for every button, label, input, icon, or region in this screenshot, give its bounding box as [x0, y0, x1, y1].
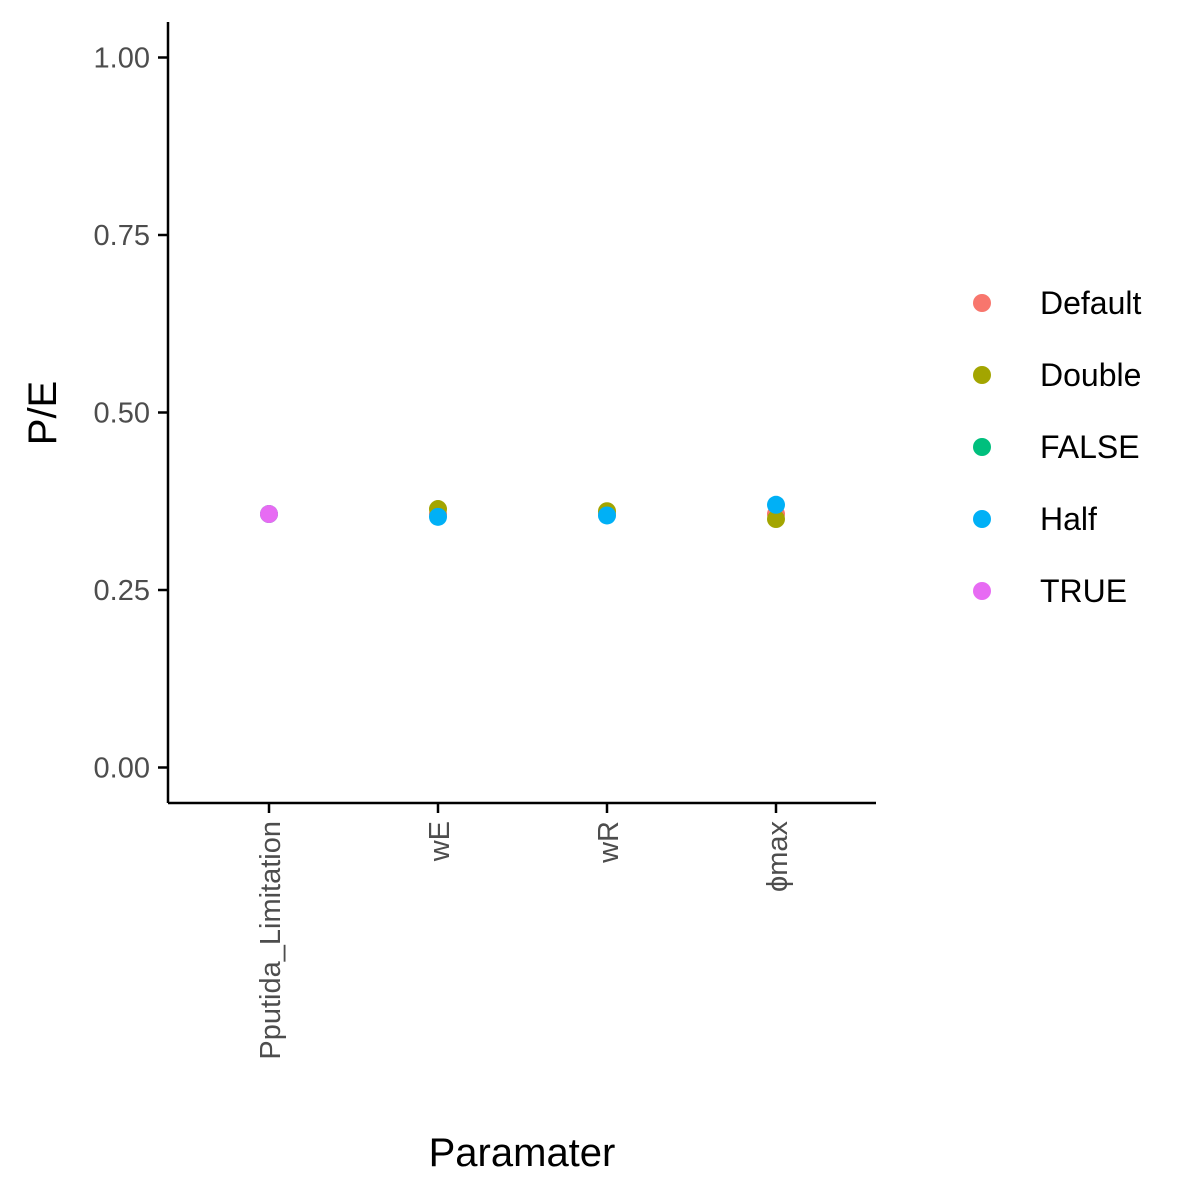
legend-key-true [973, 582, 991, 600]
x-axis-ticks: Pputida_Limitation wE wR ϕmax [255, 803, 794, 1060]
data-points [260, 495, 785, 528]
x-tick-label: Pputida_Limitation [255, 821, 287, 1060]
legend-key-default [973, 294, 991, 312]
data-point-half [429, 507, 447, 526]
legend-label: FALSE [1040, 429, 1140, 465]
axes [166, 22, 876, 805]
y-tick-label: 0.00 [94, 753, 150, 785]
data-point-double [767, 510, 785, 528]
x-tick-label: wE [424, 821, 456, 862]
x-tick-label: wR [593, 821, 625, 864]
legend-key-false [973, 438, 991, 456]
data-point-half [767, 495, 785, 514]
data-point-true [260, 505, 278, 524]
y-tick-label: 0.50 [94, 398, 150, 430]
legend-key-half [973, 510, 991, 528]
legend: Default Double FALSE Half TRUE [973, 285, 1142, 609]
x-tick-label: ϕmax [762, 821, 794, 893]
legend-label: Half [1040, 501, 1097, 537]
y-tick-label: 0.75 [94, 220, 150, 252]
legend-label: Double [1040, 357, 1141, 393]
y-axis-title: P/E [21, 381, 65, 445]
legend-key-double [973, 366, 991, 384]
x-axis-title: Paramater [429, 1131, 616, 1175]
legend-label: Default [1040, 285, 1142, 321]
y-tick-label: 0.25 [94, 575, 150, 607]
legend-label: TRUE [1040, 573, 1127, 609]
data-point-half [598, 506, 616, 525]
y-tick-label: 1.00 [94, 43, 150, 75]
y-axis-ticks: 0.00 0.25 0.50 0.75 1.00 [94, 43, 168, 785]
